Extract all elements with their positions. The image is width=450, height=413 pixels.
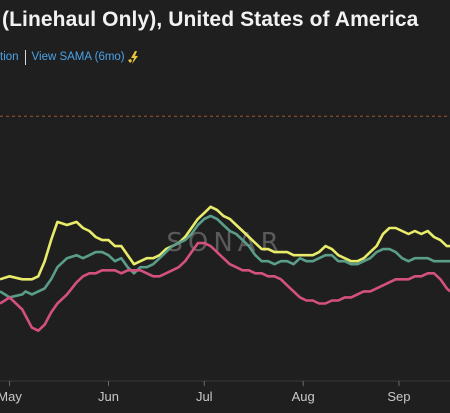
line-chart: SONAR May Jun Jul Aug Sep bbox=[0, 115, 450, 404]
chart-link-bar: tion View SAMA (6mo) bbox=[0, 48, 141, 66]
x-tick-label: Sep bbox=[387, 389, 410, 404]
partial-link[interactable]: tion bbox=[0, 51, 19, 63]
series-line-3 bbox=[0, 241, 450, 332]
sonar-watermark: SONAR bbox=[166, 228, 283, 258]
x-tick-label: Jul bbox=[196, 389, 213, 404]
x-tick-label: Jun bbox=[98, 389, 119, 404]
chart-title: (Linehaul Only), United States of Americ… bbox=[2, 8, 419, 31]
lightning-hand-icon[interactable] bbox=[127, 50, 141, 64]
series-line-1 bbox=[0, 205, 450, 281]
series-line-2 bbox=[0, 214, 450, 299]
x-tick-label: May bbox=[0, 389, 22, 404]
view-sama-link[interactable]: View SAMA (6mo) bbox=[31, 51, 125, 63]
x-tick-label: Aug bbox=[292, 389, 315, 404]
link-divider bbox=[24, 49, 26, 65]
